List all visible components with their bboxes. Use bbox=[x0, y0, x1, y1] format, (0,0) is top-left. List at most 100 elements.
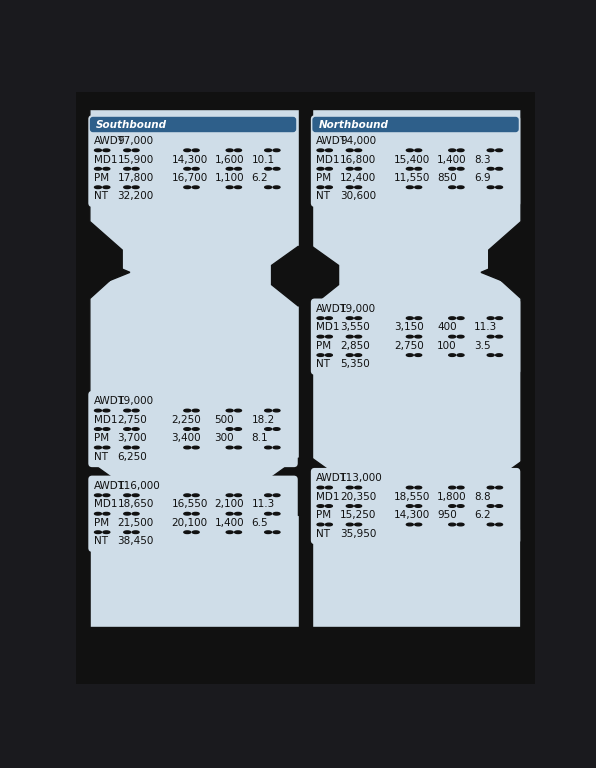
Ellipse shape bbox=[346, 336, 353, 338]
Ellipse shape bbox=[415, 486, 421, 489]
Ellipse shape bbox=[132, 149, 139, 151]
Ellipse shape bbox=[103, 446, 110, 449]
Ellipse shape bbox=[226, 428, 233, 430]
Polygon shape bbox=[90, 256, 130, 289]
Ellipse shape bbox=[265, 512, 272, 515]
Text: 18,650: 18,650 bbox=[117, 499, 154, 509]
Ellipse shape bbox=[406, 149, 413, 151]
Ellipse shape bbox=[103, 149, 110, 151]
Text: 16,800: 16,800 bbox=[340, 154, 376, 164]
Ellipse shape bbox=[496, 354, 502, 356]
Text: AWDT: AWDT bbox=[94, 481, 125, 491]
Ellipse shape bbox=[193, 149, 199, 151]
Ellipse shape bbox=[487, 167, 494, 170]
Ellipse shape bbox=[346, 354, 353, 356]
Ellipse shape bbox=[449, 167, 455, 170]
Ellipse shape bbox=[265, 186, 272, 189]
Text: 15,250: 15,250 bbox=[340, 510, 377, 520]
Text: 18,550: 18,550 bbox=[394, 492, 430, 502]
Ellipse shape bbox=[346, 523, 353, 526]
Text: 97,000: 97,000 bbox=[117, 136, 154, 146]
Text: 400: 400 bbox=[437, 323, 457, 333]
Ellipse shape bbox=[355, 486, 362, 489]
Ellipse shape bbox=[487, 336, 494, 338]
Polygon shape bbox=[76, 109, 122, 627]
Ellipse shape bbox=[273, 531, 280, 534]
Text: 10.1: 10.1 bbox=[252, 154, 275, 164]
Ellipse shape bbox=[184, 149, 191, 151]
Ellipse shape bbox=[346, 317, 353, 319]
Text: AWDT: AWDT bbox=[316, 473, 347, 483]
Ellipse shape bbox=[325, 354, 333, 356]
Ellipse shape bbox=[496, 149, 502, 151]
Text: PM: PM bbox=[94, 173, 109, 183]
Ellipse shape bbox=[235, 531, 241, 534]
Text: AWDT: AWDT bbox=[316, 136, 347, 146]
Ellipse shape bbox=[103, 409, 110, 412]
Ellipse shape bbox=[449, 486, 455, 489]
Ellipse shape bbox=[415, 167, 421, 170]
Ellipse shape bbox=[193, 531, 199, 534]
Ellipse shape bbox=[273, 446, 280, 449]
Ellipse shape bbox=[496, 317, 502, 319]
Text: 20,100: 20,100 bbox=[172, 518, 207, 528]
Ellipse shape bbox=[449, 336, 455, 338]
Ellipse shape bbox=[193, 446, 199, 449]
Ellipse shape bbox=[235, 409, 241, 412]
Ellipse shape bbox=[317, 354, 324, 356]
Ellipse shape bbox=[317, 336, 324, 338]
Ellipse shape bbox=[95, 494, 101, 497]
Ellipse shape bbox=[273, 428, 280, 430]
Ellipse shape bbox=[265, 409, 272, 412]
Text: PM: PM bbox=[94, 433, 109, 443]
Ellipse shape bbox=[226, 531, 233, 534]
Ellipse shape bbox=[415, 186, 421, 189]
Ellipse shape bbox=[415, 505, 421, 508]
Ellipse shape bbox=[457, 186, 464, 189]
Ellipse shape bbox=[235, 512, 241, 515]
Text: 5,350: 5,350 bbox=[340, 359, 370, 369]
Ellipse shape bbox=[226, 186, 233, 189]
Ellipse shape bbox=[449, 149, 455, 151]
FancyBboxPatch shape bbox=[312, 117, 519, 132]
FancyBboxPatch shape bbox=[311, 299, 520, 375]
Text: MD1: MD1 bbox=[94, 499, 117, 509]
Ellipse shape bbox=[273, 512, 280, 515]
Ellipse shape bbox=[406, 486, 413, 489]
Ellipse shape bbox=[325, 186, 333, 189]
Ellipse shape bbox=[449, 354, 455, 356]
Ellipse shape bbox=[415, 523, 421, 526]
Polygon shape bbox=[76, 462, 122, 627]
Ellipse shape bbox=[406, 505, 413, 508]
Ellipse shape bbox=[226, 494, 233, 497]
Ellipse shape bbox=[235, 167, 241, 170]
Ellipse shape bbox=[265, 167, 272, 170]
Text: 19,000: 19,000 bbox=[117, 396, 154, 406]
Text: 30,600: 30,600 bbox=[340, 191, 376, 201]
Ellipse shape bbox=[265, 494, 272, 497]
Ellipse shape bbox=[325, 486, 333, 489]
Text: 6.2: 6.2 bbox=[474, 510, 491, 520]
Ellipse shape bbox=[325, 523, 333, 526]
Text: NT: NT bbox=[316, 191, 330, 201]
Ellipse shape bbox=[184, 186, 191, 189]
Ellipse shape bbox=[317, 167, 324, 170]
Ellipse shape bbox=[184, 531, 191, 534]
Ellipse shape bbox=[124, 409, 131, 412]
Ellipse shape bbox=[273, 409, 280, 412]
Ellipse shape bbox=[406, 317, 413, 319]
Text: 1,100: 1,100 bbox=[215, 173, 244, 183]
Text: 94,000: 94,000 bbox=[340, 136, 376, 146]
Ellipse shape bbox=[355, 167, 362, 170]
Text: 8.3: 8.3 bbox=[474, 154, 491, 164]
Text: 6.2: 6.2 bbox=[252, 173, 268, 183]
Bar bbox=[86, 108, 525, 631]
Text: 17,800: 17,800 bbox=[117, 173, 154, 183]
FancyBboxPatch shape bbox=[311, 115, 520, 207]
Text: 12,400: 12,400 bbox=[340, 173, 376, 183]
Ellipse shape bbox=[235, 186, 241, 189]
Ellipse shape bbox=[457, 167, 464, 170]
Ellipse shape bbox=[132, 531, 139, 534]
Ellipse shape bbox=[355, 354, 362, 356]
Ellipse shape bbox=[457, 149, 464, 151]
